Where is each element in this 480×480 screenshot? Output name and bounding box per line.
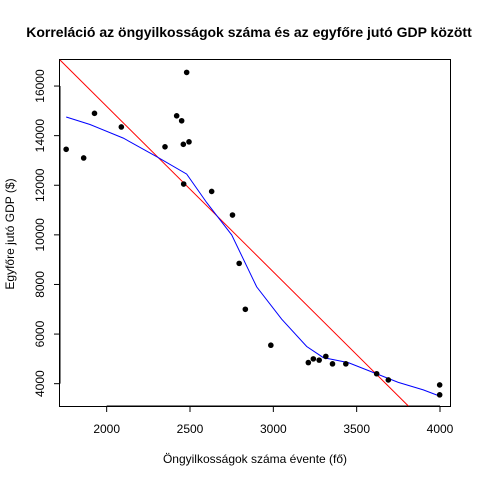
regression-line — [59, 59, 409, 407]
data-point — [316, 357, 322, 363]
x-tick-label: 2000 — [93, 422, 120, 436]
data-point — [373, 370, 380, 377]
data-point — [91, 110, 98, 117]
x-tick-label: 4000 — [427, 422, 454, 436]
data-point — [242, 306, 249, 313]
y-tick-label: 16000 — [33, 69, 47, 103]
x-tick-label: 2500 — [177, 422, 204, 436]
data-point — [385, 377, 392, 383]
data-point — [186, 139, 192, 145]
x-tick-label: 3000 — [260, 422, 287, 436]
data-point — [323, 353, 329, 360]
x-axis: 2000 2500 3000 3500 4000 — [93, 405, 454, 436]
x-axis-label: Öngyilkosságok száma évente (fő) — [163, 452, 347, 466]
data-point — [178, 117, 185, 124]
data-point — [329, 361, 336, 367]
y-axis: 4000 6000 8000 10000 12000 14000 16000 — [33, 69, 61, 397]
y-tick-label: 14000 — [33, 119, 47, 153]
data-point — [180, 141, 187, 148]
data-point — [80, 155, 87, 161]
data-point — [436, 382, 443, 388]
data-points — [63, 69, 443, 398]
y-tick-label: 12000 — [33, 168, 47, 202]
data-point — [118, 124, 125, 130]
data-point — [310, 356, 317, 362]
chart-title: Korreláció az öngyilkosságok száma és az… — [26, 24, 472, 40]
smooth-line — [66, 116, 440, 397]
data-point — [305, 359, 312, 366]
data-point — [236, 260, 242, 267]
data-point — [162, 144, 168, 150]
data-point — [436, 392, 443, 398]
y-tick-label: 10000 — [33, 218, 47, 252]
y-tick-label: 4000 — [33, 370, 47, 397]
data-point — [229, 212, 236, 218]
fitted-lines — [59, 59, 440, 407]
x-tick-label: 3500 — [343, 422, 370, 436]
y-tick-label: 6000 — [33, 320, 47, 347]
y-axis-label: Egyfőre jutó GDP ($) — [3, 178, 17, 289]
data-point — [208, 188, 215, 195]
data-point — [268, 342, 274, 349]
data-point — [173, 113, 180, 119]
plot-frame — [59, 59, 451, 407]
y-tick-label: 8000 — [33, 271, 47, 298]
data-point — [183, 69, 190, 76]
data-point — [180, 181, 187, 187]
data-point — [343, 361, 349, 367]
data-point — [63, 146, 69, 153]
